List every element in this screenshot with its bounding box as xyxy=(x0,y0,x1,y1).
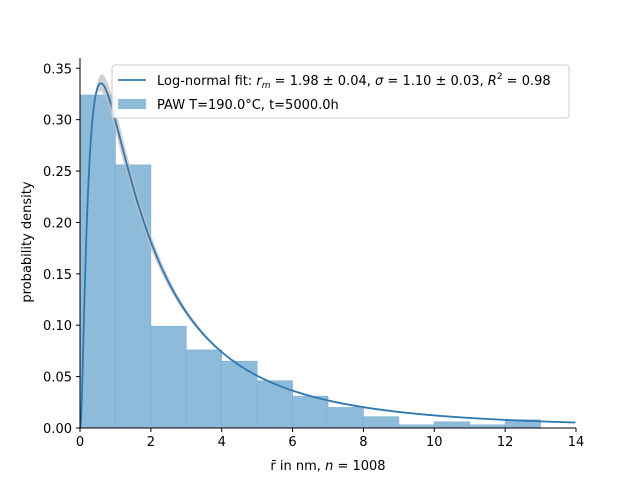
fit-curve xyxy=(79,82,576,429)
y-tick-label: 0.10 xyxy=(43,319,72,334)
legend-fit-rm: r xyxy=(256,74,263,89)
legend-frame xyxy=(111,64,570,119)
y-tick-label: 0.20 xyxy=(43,216,72,231)
legend-fit-r2-value: = 0.98 xyxy=(503,74,551,89)
legend-fit-prefix: Log-normal fit: xyxy=(157,74,256,89)
legend-hist-label: PAW T=190.0°C, t=5000.0h xyxy=(157,98,339,113)
histogram-bar xyxy=(150,325,187,429)
histogram-bar xyxy=(363,416,400,429)
histogram-bar xyxy=(185,349,223,429)
x-axis-label-eq: = 1008 xyxy=(333,459,385,474)
legend-hist-swatch xyxy=(118,99,146,109)
x-tick-label: 2 xyxy=(147,435,155,450)
x-tick-label: 4 xyxy=(218,435,226,450)
y-tick-label: 0.35 xyxy=(43,62,72,77)
x-tick-label: 6 xyxy=(288,435,296,450)
y-tick-label: 0.30 xyxy=(43,114,72,129)
legend-fit-r2-sup: 2 xyxy=(497,72,503,82)
y-tick-label: 0.00 xyxy=(43,422,72,437)
x-axis-label-base: r̄ in nm, xyxy=(270,459,325,474)
legend: Log-normal fit: rm = 1.98 ± 0.04, σ = 1.… xyxy=(111,64,570,119)
legend-fit-sigma-value: = 1.10 ± 0.03, xyxy=(383,74,487,89)
y-tick-label: 0.15 xyxy=(43,268,72,283)
histogram-bar xyxy=(292,395,329,429)
histogram-bar xyxy=(221,360,258,429)
y-tick-label: 0.25 xyxy=(43,165,72,180)
legend-fit-label: Log-normal fit: rm = 1.98 ± 0.04, σ = 1.… xyxy=(157,72,551,91)
legend-fit-rm-value: = 1.98 ± 0.04, xyxy=(271,74,375,89)
x-tick-label: 10 xyxy=(426,435,443,450)
histogram-bars xyxy=(79,94,541,429)
legend-fit-rm-sub: m xyxy=(262,81,271,91)
y-axis-label: probability density xyxy=(20,181,35,302)
x-axis-label: r̄ in nm, n = 1008 xyxy=(270,459,385,474)
x-tick-label: 0 xyxy=(76,435,84,450)
histogram-bar xyxy=(115,164,152,429)
y-tick-label: 0.05 xyxy=(43,371,72,386)
histogram-bar xyxy=(433,421,471,429)
x-tick-label: 8 xyxy=(359,435,367,450)
x-tick-label: 14 xyxy=(568,435,585,450)
x-axis-label-n: n xyxy=(325,459,333,474)
legend-fit-sigma: σ xyxy=(375,74,384,89)
histogram-bar xyxy=(327,407,364,429)
legend-fit-r2: R xyxy=(488,74,497,89)
y-ticks: 0.00 0.05 0.10 0.15 0.20 0.25 0.30 0.35 xyxy=(43,62,80,437)
x-tick-label: 12 xyxy=(497,435,514,450)
x-ticks: 0 2 4 6 8 10 12 14 xyxy=(76,428,584,450)
